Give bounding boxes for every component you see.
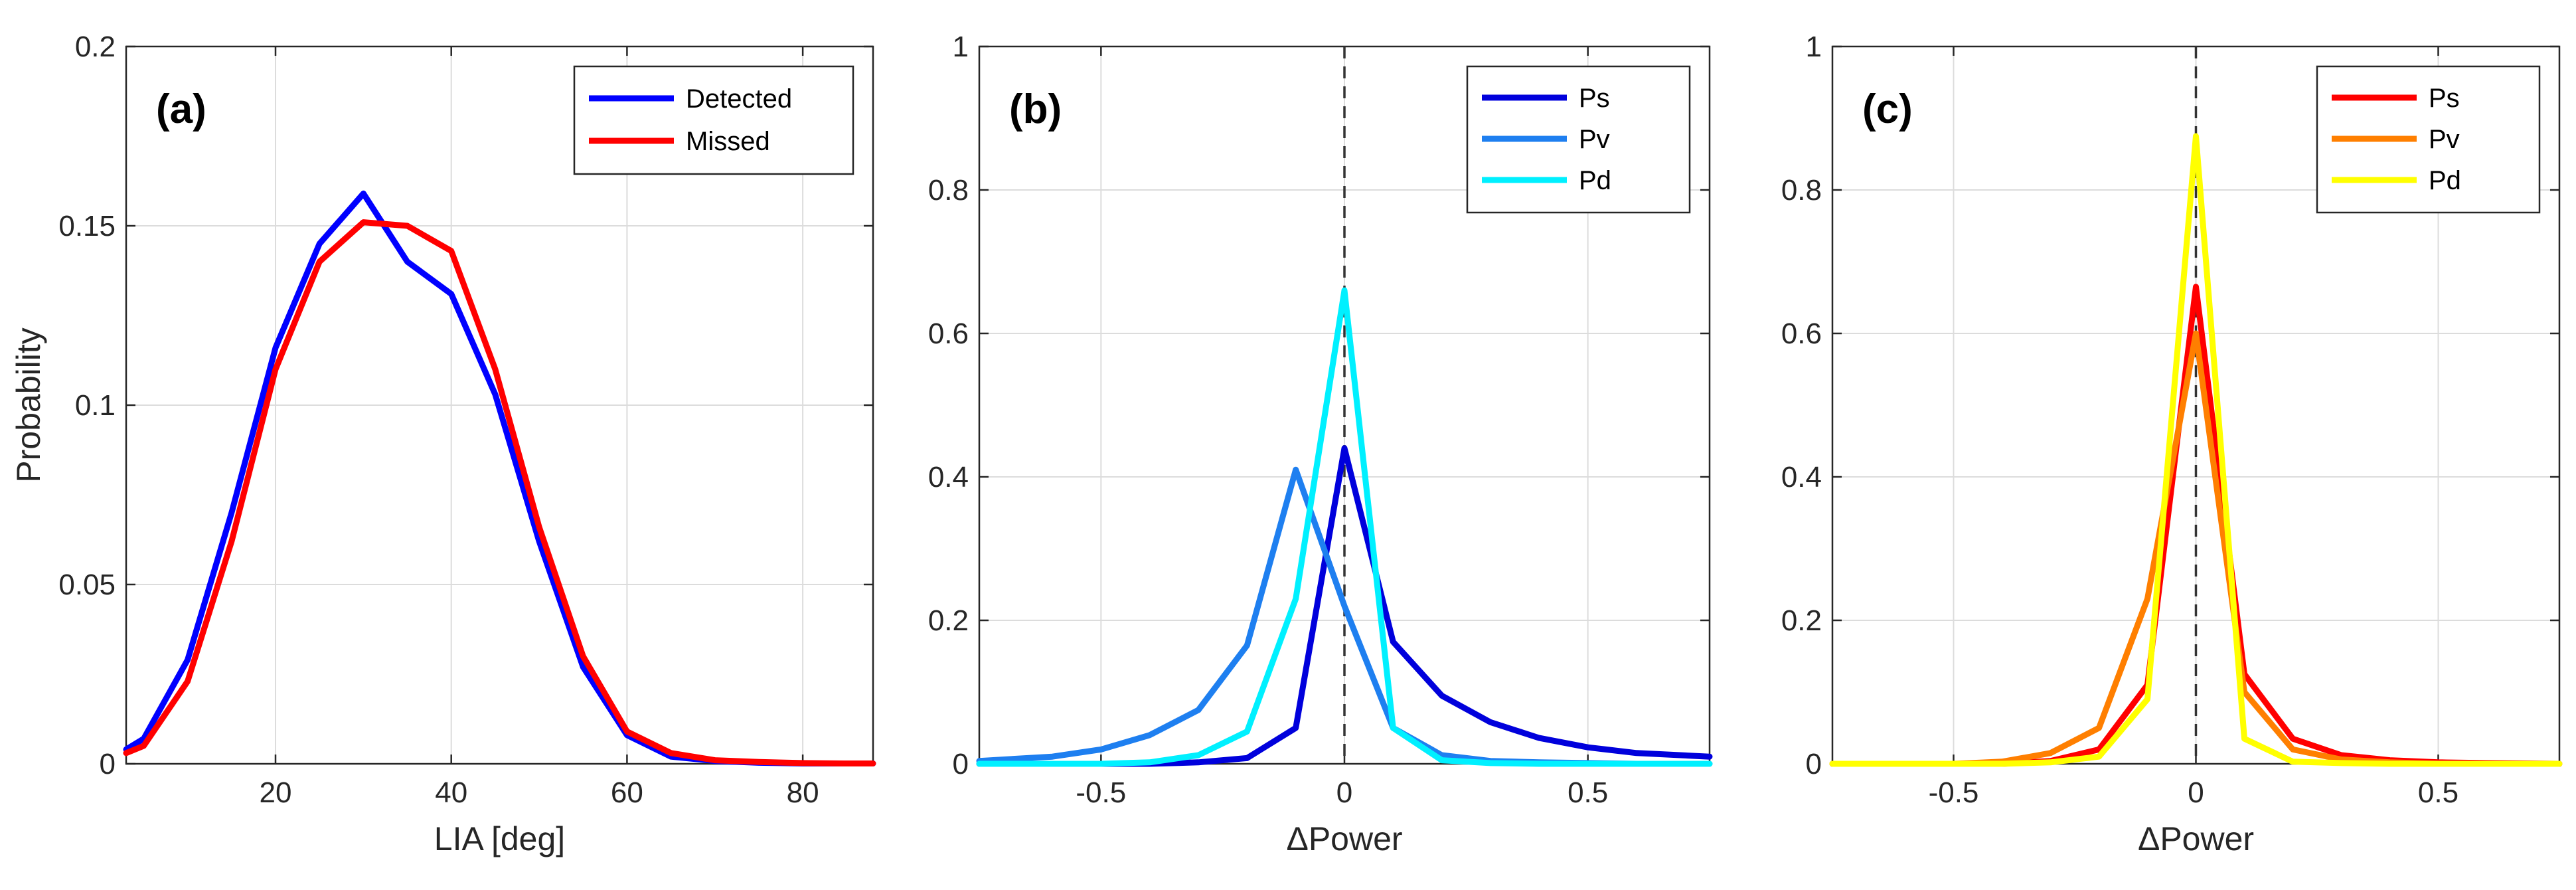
y-tick-label: 0 xyxy=(1806,748,1822,780)
data-point xyxy=(1246,731,1248,732)
data-point xyxy=(125,749,127,750)
data-point xyxy=(2244,691,2245,693)
x-tick-label: 20 xyxy=(260,776,292,809)
y-tick-label: 0.4 xyxy=(928,461,969,493)
y-tick-label: 0.8 xyxy=(1781,174,1822,207)
x-tick-label: 80 xyxy=(787,776,819,809)
legend-label: Pd xyxy=(1579,166,1611,195)
data-point xyxy=(1198,755,1199,756)
panel-c: -0.5 0 0.5 0 0.2 0.4 0.6 0.8 1 ΔPower (c) Ps Pv Pd xyxy=(1781,31,2563,857)
panel-label: (b) xyxy=(1009,86,1062,132)
data-point xyxy=(1538,737,1540,739)
data-point xyxy=(1587,747,1589,748)
legend-label: Missed xyxy=(686,127,770,156)
series-pd xyxy=(1829,133,2563,767)
data-point xyxy=(1441,695,1443,696)
data-point xyxy=(2341,759,2342,760)
data-point xyxy=(1392,727,1394,729)
data-point xyxy=(1052,756,1053,757)
data-point xyxy=(582,656,584,657)
y-tick-label: 0.6 xyxy=(1781,317,1822,350)
legend-label: Pd xyxy=(2429,166,2461,195)
data-point xyxy=(1295,598,1297,600)
data-point xyxy=(538,541,540,542)
y-tick-label: 0.1 xyxy=(75,389,116,422)
y-tick-label: 0.8 xyxy=(928,174,969,207)
y-tick-label: 0 xyxy=(953,748,969,780)
legend-box xyxy=(573,65,854,175)
legend-label: Detected xyxy=(686,84,792,114)
legend: Ps Pv Pd xyxy=(1466,65,1691,214)
legend-label: Pv xyxy=(2429,125,2460,154)
series-pd xyxy=(976,287,1713,767)
y-tick-label: 0.15 xyxy=(58,210,116,242)
data-point xyxy=(1441,755,1443,756)
data-point xyxy=(1246,645,1248,646)
x-tick-label: 40 xyxy=(435,776,467,809)
x-tick-label: -0.5 xyxy=(1929,776,1979,809)
data-point xyxy=(846,762,847,764)
legend-label: Pv xyxy=(1579,125,1610,154)
x-axis-label: LIA [deg] xyxy=(434,820,565,857)
y-tick-label: 0.05 xyxy=(58,569,116,601)
data-point xyxy=(231,541,232,542)
panel-b: -0.5 0 0.5 0 0.2 0.4 0.6 0.8 1 ΔPower (b) Ps Pv Pd xyxy=(928,31,1713,857)
panel-label: (c) xyxy=(1862,86,1913,132)
x-tick-label: 0 xyxy=(1336,776,1352,809)
data-point xyxy=(2341,755,2342,756)
data-point xyxy=(582,666,584,668)
panel-label: (a) xyxy=(156,86,206,132)
x-tick-label: -0.5 xyxy=(1076,776,1126,809)
legend: Ps Pv Pd xyxy=(2316,65,2541,214)
x-tick-label: 0.5 xyxy=(2418,776,2458,809)
y-tick-label: 0.4 xyxy=(1781,461,1822,493)
x-axis-label: ΔPower xyxy=(1286,820,1402,857)
y-tick-label: 0.6 xyxy=(928,317,969,350)
y-tick-label: 1 xyxy=(953,31,969,63)
x-axis-label: ΔPower xyxy=(2138,820,2254,857)
series-missed xyxy=(123,219,876,766)
data-point xyxy=(143,745,144,747)
x-tick-label: 60 xyxy=(611,776,643,809)
data-point xyxy=(2147,598,2148,600)
data-point xyxy=(1490,762,1491,764)
data-point xyxy=(872,762,874,764)
legend: Detected Missed xyxy=(573,65,854,175)
panel-a: 20 40 60 80 0 0.05 0.1 0.15 0.2 LIA [deg] Probabil… xyxy=(10,31,876,857)
data-point xyxy=(1490,721,1491,723)
y-tick-label: 0.2 xyxy=(1781,604,1822,637)
legend-label: Ps xyxy=(1579,84,1610,113)
y-tick-label: 1 xyxy=(1806,31,1822,63)
data-point xyxy=(1344,290,1345,291)
x-tick-label: 0 xyxy=(2188,776,2204,809)
data-point xyxy=(1295,727,1297,729)
y-tick-label: 0.2 xyxy=(928,604,969,637)
data-point xyxy=(2341,762,2342,764)
y-tick-label: 0 xyxy=(100,748,116,780)
y-axis-label: Probability xyxy=(10,327,47,482)
data-point xyxy=(1198,709,1199,711)
y-tick-label: 0.2 xyxy=(75,31,116,63)
data-point xyxy=(362,193,364,194)
x-tick-label: 0.5 xyxy=(1568,776,1608,809)
legend-label: Ps xyxy=(2429,84,2460,113)
